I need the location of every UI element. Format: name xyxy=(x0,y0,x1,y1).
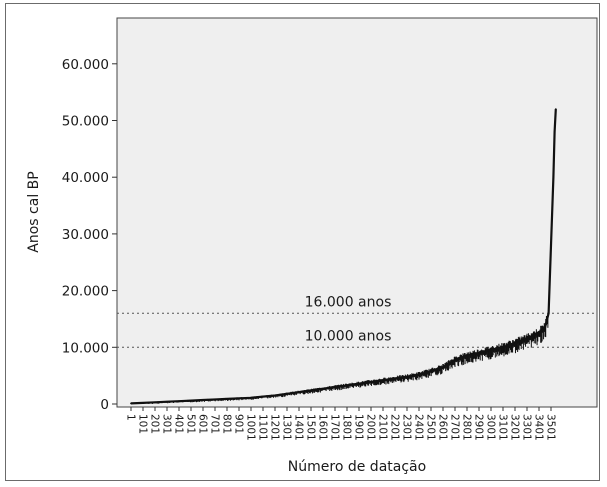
x-tick-label: 1701 xyxy=(329,414,341,441)
x-tick-label: 3101 xyxy=(497,414,509,441)
x-tick-label: 1601 xyxy=(317,414,329,441)
series-point xyxy=(478,352,480,354)
series-point xyxy=(418,373,420,376)
series-point xyxy=(154,401,156,404)
series-point xyxy=(466,354,468,357)
x-tick-label: 701 xyxy=(209,414,221,434)
series-point xyxy=(310,389,312,392)
series-point xyxy=(346,384,348,387)
x-tick-label: 601 xyxy=(197,414,209,434)
series-point xyxy=(166,400,168,403)
y-tick-label: 20.000 xyxy=(62,284,109,300)
x-tick-label: 2101 xyxy=(377,414,389,441)
x-tick-label: 1 xyxy=(125,414,137,421)
x-tick-label: 301 xyxy=(161,414,173,434)
series-point xyxy=(538,332,540,335)
x-tick-label: 2501 xyxy=(425,414,437,441)
y-tick-label: 30.000 xyxy=(62,227,109,243)
reference-lines: 16.000 anos 10.000 anos xyxy=(117,294,597,348)
x-tick-label: 401 xyxy=(173,414,185,434)
series-point xyxy=(334,386,336,388)
x-tick-label: 201 xyxy=(149,414,161,434)
series-point xyxy=(262,395,264,398)
series-point xyxy=(502,346,504,349)
reference-line-label: 10.000 anos xyxy=(305,328,392,344)
y-axis-ticks: 0 10.000 20.000 30.000 40.000 50.000 60.000 xyxy=(62,57,117,413)
series-point xyxy=(550,244,552,247)
series-point xyxy=(406,375,408,378)
x-axis-ticks: 1 101 201 301 401 501 601 701 801 901 1001 1101 1201… xyxy=(125,407,557,441)
series-point xyxy=(370,380,372,383)
series-point xyxy=(526,337,528,340)
x-tick-label: 1401 xyxy=(293,414,305,441)
series-layer xyxy=(130,108,557,405)
x-tick-label: 1201 xyxy=(269,414,281,441)
x-tick-label: 3501 xyxy=(545,414,557,441)
series-point xyxy=(238,397,240,400)
series-point xyxy=(544,326,546,329)
series-point xyxy=(298,391,300,393)
x-tick-label: 901 xyxy=(233,414,245,434)
x-tick-label: 2201 xyxy=(389,414,401,441)
x-tick-label: 1001 xyxy=(245,414,257,441)
series-point xyxy=(226,397,228,400)
x-tick-label: 2801 xyxy=(461,414,473,441)
series-point xyxy=(553,130,556,133)
series-point xyxy=(514,342,516,345)
series-point xyxy=(554,108,557,111)
series-point xyxy=(430,370,432,373)
x-tick-label: 101 xyxy=(137,414,149,434)
x-tick-label: 801 xyxy=(221,414,233,434)
series-point xyxy=(382,379,384,382)
x-tick-label: 2701 xyxy=(449,414,461,441)
x-axis-title: Número de datação xyxy=(288,459,426,475)
series-point xyxy=(214,398,216,401)
y-tick-label: 50.000 xyxy=(62,114,109,130)
series-point xyxy=(490,349,492,352)
plot-area xyxy=(116,17,598,408)
series-point xyxy=(250,396,252,399)
y-axis-title: Anos cal BP xyxy=(26,171,42,252)
y-tick-label: 40.000 xyxy=(62,170,109,186)
series-point xyxy=(394,377,396,380)
series-point xyxy=(322,387,324,390)
y-tick-label: 60.000 xyxy=(62,57,109,73)
series-point xyxy=(442,366,444,369)
x-tick-label: 1501 xyxy=(305,414,317,441)
series-point xyxy=(274,394,276,397)
x-tick-label: 1101 xyxy=(257,414,269,441)
series-point xyxy=(358,382,360,385)
series-point xyxy=(190,399,192,402)
x-tick-label: 3201 xyxy=(509,414,521,441)
x-tick-label: 501 xyxy=(185,414,197,434)
x-tick-label: 1801 xyxy=(341,414,353,441)
series-point xyxy=(178,400,180,403)
y-tick-label: 0 xyxy=(100,397,109,413)
x-tick-label: 2601 xyxy=(437,414,449,441)
series-point xyxy=(202,399,204,401)
x-tick-label: 2901 xyxy=(473,414,485,441)
x-tick-label: 3001 xyxy=(485,414,497,441)
y-tick-label: 10.000 xyxy=(62,340,109,356)
series-point xyxy=(547,312,550,315)
x-tick-label: 2301 xyxy=(401,414,413,441)
x-tick-label: 2401 xyxy=(413,414,425,441)
series-point xyxy=(130,402,132,405)
series-point xyxy=(286,392,288,395)
x-tick-label: 1901 xyxy=(353,414,365,441)
x-tick-label: 3301 xyxy=(521,414,533,441)
x-tick-label: 1301 xyxy=(281,414,293,441)
series-point xyxy=(454,358,456,361)
x-tick-label: 2001 xyxy=(365,414,377,441)
series-point xyxy=(142,401,144,404)
reference-line-label: 16.000 anos xyxy=(305,294,392,310)
x-tick-label: 3401 xyxy=(533,414,545,441)
series-point xyxy=(552,176,555,179)
